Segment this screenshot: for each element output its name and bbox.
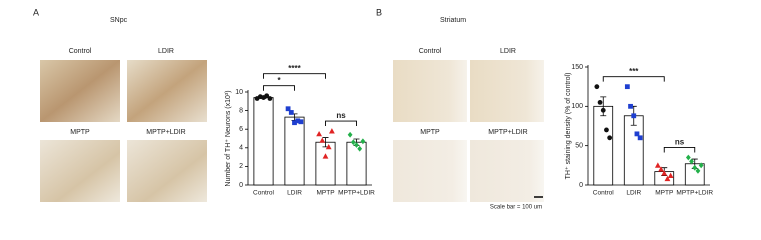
micrograph — [393, 140, 467, 202]
significance-bracket — [263, 73, 326, 79]
x-tick-label: LDIR — [287, 190, 302, 197]
bar — [623, 115, 644, 186]
data-point — [267, 96, 273, 101]
data-point — [607, 135, 613, 141]
data-point — [667, 172, 674, 178]
data-point — [658, 166, 664, 172]
y-tick-label: 8 — [239, 107, 243, 114]
significance-bracket — [263, 85, 295, 91]
data-point — [600, 107, 606, 113]
micrograph — [127, 60, 207, 122]
data-point — [597, 100, 603, 105]
significance-label: ns — [675, 138, 685, 147]
image-label: LDIR — [158, 48, 174, 55]
data-point — [357, 145, 363, 152]
data-point — [604, 127, 609, 133]
panel-label: A — [33, 7, 39, 17]
data-point — [637, 135, 643, 141]
data-point — [288, 110, 294, 115]
data-point — [347, 131, 353, 138]
x-tick-label: Control — [593, 190, 615, 197]
data-point — [298, 119, 304, 125]
data-point — [689, 158, 694, 165]
y-tick-label: 100 — [571, 103, 583, 110]
x-tick-label: MPTP — [316, 190, 334, 197]
panel-label: B — [376, 7, 382, 17]
image-label: MPTP+LDIR — [488, 129, 527, 136]
y-tick-label: 4 — [239, 145, 243, 152]
bar — [315, 141, 336, 186]
significance-bracket — [325, 120, 357, 127]
figure: A SNpc Control LDIR MPTP MPTP+LDIR B Str… — [33, 7, 713, 211]
panel-title: Striatum — [440, 17, 466, 24]
micrograph — [127, 140, 207, 202]
y-tick-label: 0 — [239, 182, 243, 189]
bar — [284, 116, 305, 186]
data-point — [634, 131, 640, 137]
data-point — [322, 153, 329, 159]
y-axis-label: TH⁺ staining density (% of control) — [565, 73, 572, 180]
y-tick-label: 150 — [571, 64, 583, 71]
y-tick-label: 6 — [239, 126, 243, 133]
y-tick-label: 0 — [579, 182, 583, 189]
micrograph — [40, 140, 120, 202]
data-point — [685, 154, 691, 161]
image-label: MPTP+LDIR — [146, 129, 185, 136]
micrograph — [40, 60, 120, 122]
bar — [346, 141, 367, 186]
data-point — [624, 84, 630, 90]
data-point — [631, 113, 637, 119]
data-point — [325, 143, 332, 150]
panel-title: SNpc — [110, 17, 128, 24]
image-label: MPTP — [70, 129, 90, 136]
bar — [593, 105, 614, 186]
image-label: MPTP — [420, 129, 440, 136]
significance-bracket — [602, 76, 665, 82]
data-point — [664, 175, 671, 182]
significance-label: * — [277, 76, 281, 85]
data-point — [264, 93, 270, 99]
data-point — [285, 106, 291, 112]
image-label: LDIR — [500, 48, 516, 55]
data-point — [292, 120, 297, 126]
x-tick-label: Control — [253, 190, 275, 197]
x-tick-label: MPTP+LDIR — [676, 190, 713, 197]
data-point — [350, 139, 356, 146]
data-point — [594, 84, 600, 90]
significance-label: **** — [288, 64, 301, 73]
data-point — [354, 142, 359, 148]
data-point — [295, 118, 301, 124]
data-point — [692, 164, 698, 171]
data-point — [661, 170, 668, 176]
image-label: Control — [419, 48, 442, 55]
x-tick-label: MPTP — [655, 190, 673, 197]
y-tick-label: 50 — [575, 143, 583, 150]
data-point — [698, 162, 704, 169]
data-point — [695, 167, 701, 174]
data-point — [319, 137, 326, 143]
significance-bracket — [663, 147, 696, 153]
y-axis-label: Number of TH⁺ Neurons (x10³) — [225, 90, 232, 186]
micrograph — [470, 140, 544, 202]
image-label: Control — [69, 48, 92, 55]
bar — [253, 97, 274, 186]
y-tick-label: 2 — [239, 163, 243, 170]
x-tick-label: LDIR — [626, 190, 641, 197]
data-point — [316, 130, 322, 137]
y-tick-label: 10 — [235, 89, 243, 96]
data-point — [654, 162, 661, 168]
x-tick-label: MPTP+LDIR — [338, 190, 375, 197]
data-point — [360, 138, 366, 145]
significance-label: ns — [336, 111, 346, 120]
data-point — [628, 103, 633, 109]
micrograph — [470, 60, 544, 122]
scale-bar-label: Scale bar = 100 um — [490, 205, 542, 211]
data-point — [329, 128, 335, 134]
micrograph — [393, 60, 467, 122]
significance-label: *** — [629, 67, 639, 76]
